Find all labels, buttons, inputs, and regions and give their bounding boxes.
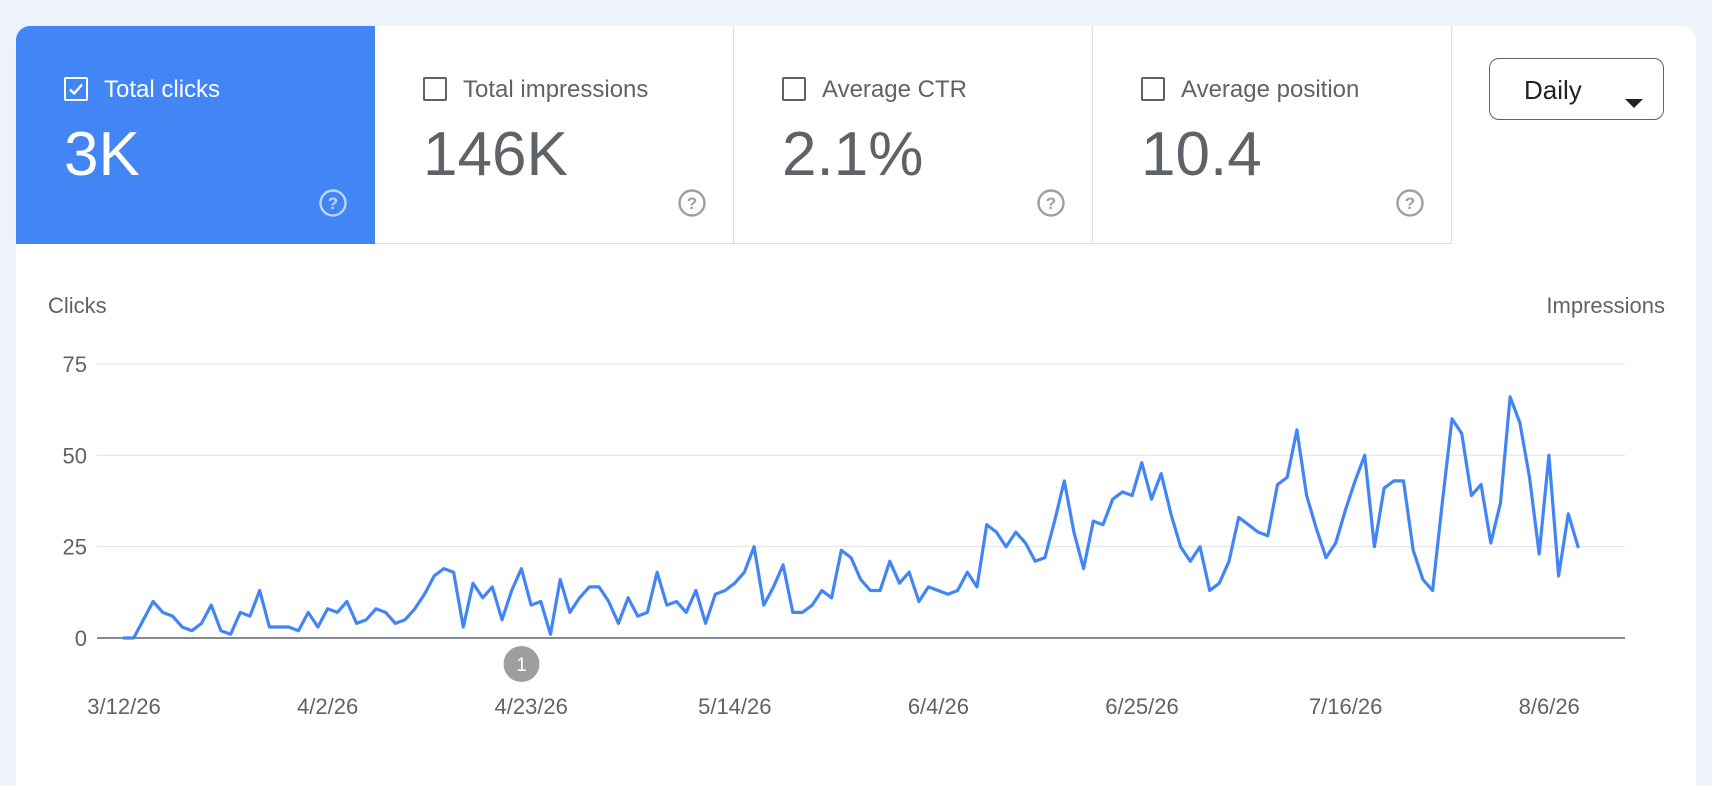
help-icon[interactable]: ?: [1036, 188, 1066, 218]
grid: [97, 363, 1625, 639]
x-tick-labels: 3/12/26 4/2/26 4/23/26 5/14/26 6/4/26 6/25/26…: [87, 694, 1580, 719]
metric-card-average-position[interactable]: Average position 10.4 ?: [1093, 26, 1452, 244]
metric-card-total-impressions[interactable]: Total impressions 146K ?: [375, 26, 734, 244]
y-axis-label-right: Impressions: [1546, 293, 1665, 318]
metric-label: Total clicks: [104, 76, 221, 103]
metric-value: 146K: [423, 120, 568, 189]
clicks-line-chart: Clicks Impressions 0 25 50 75 3/12/26 4/2/26…: [48, 293, 1665, 719]
metric-cards: Total clicks 3K ? Total impressions 146K…: [16, 26, 1456, 245]
x-tick-label: 7/16/26: [1309, 694, 1382, 719]
series-line: [122, 395, 1580, 640]
performance-card: Total clicks 3K ? Total impressions 146K…: [16, 26, 1696, 786]
annotations: 1: [503, 646, 540, 682]
x-tick-label: 3/12/26: [87, 694, 160, 719]
metric-card-total-clicks[interactable]: Total clicks 3K ?: [16, 26, 375, 244]
x-tick-label: 4/23/26: [495, 694, 568, 719]
checkbox-unchecked-icon[interactable]: [1141, 77, 1165, 101]
checkbox-checked-icon[interactable]: [64, 77, 88, 101]
y-tick-label: 50: [63, 443, 87, 468]
metric-label: Total impressions: [463, 76, 649, 103]
x-tick-label: 8/6/26: [1519, 694, 1580, 719]
svg-text:?: ?: [1405, 194, 1415, 213]
checkbox-unchecked-icon[interactable]: [423, 77, 447, 101]
metric-label: Average position: [1181, 76, 1360, 103]
help-icon[interactable]: ?: [1395, 188, 1425, 218]
svg-text:?: ?: [328, 194, 338, 213]
y-tick-label: 25: [63, 535, 87, 560]
y-tick-labels: 0 25 50 75: [63, 352, 87, 651]
metric-value: 3K: [64, 120, 140, 189]
x-tick-label: 6/4/26: [908, 694, 969, 719]
annotation-circle: [503, 646, 540, 682]
y-axis-label-left: Clicks: [48, 293, 107, 318]
metric-value: 2.1%: [782, 120, 924, 189]
x-tick-label: 6/25/26: [1105, 694, 1178, 719]
series-clicks: [122, 395, 1580, 640]
period-select[interactable]: Daily: [1489, 58, 1664, 120]
y-tick-label: 0: [75, 626, 87, 651]
caret-down-icon: [1624, 85, 1644, 116]
svg-text:?: ?: [687, 194, 697, 213]
y-tick-label: 75: [63, 352, 87, 377]
annotation-marker[interactable]: 1: [503, 646, 540, 682]
x-tick-label: 5/14/26: [698, 694, 771, 719]
x-tick-label: 4/2/26: [297, 694, 358, 719]
metric-value: 10.4: [1141, 120, 1262, 189]
period-select-value: Daily: [1524, 75, 1582, 105]
annotation-label: 1: [516, 655, 527, 676]
svg-text:?: ?: [1046, 194, 1056, 213]
metric-label: Average CTR: [822, 76, 967, 103]
checkbox-unchecked-icon[interactable]: [782, 77, 806, 101]
help-icon[interactable]: ?: [677, 188, 707, 218]
help-icon[interactable]: ?: [318, 188, 348, 218]
metric-card-average-ctr[interactable]: Average CTR 2.1% ?: [734, 26, 1093, 244]
